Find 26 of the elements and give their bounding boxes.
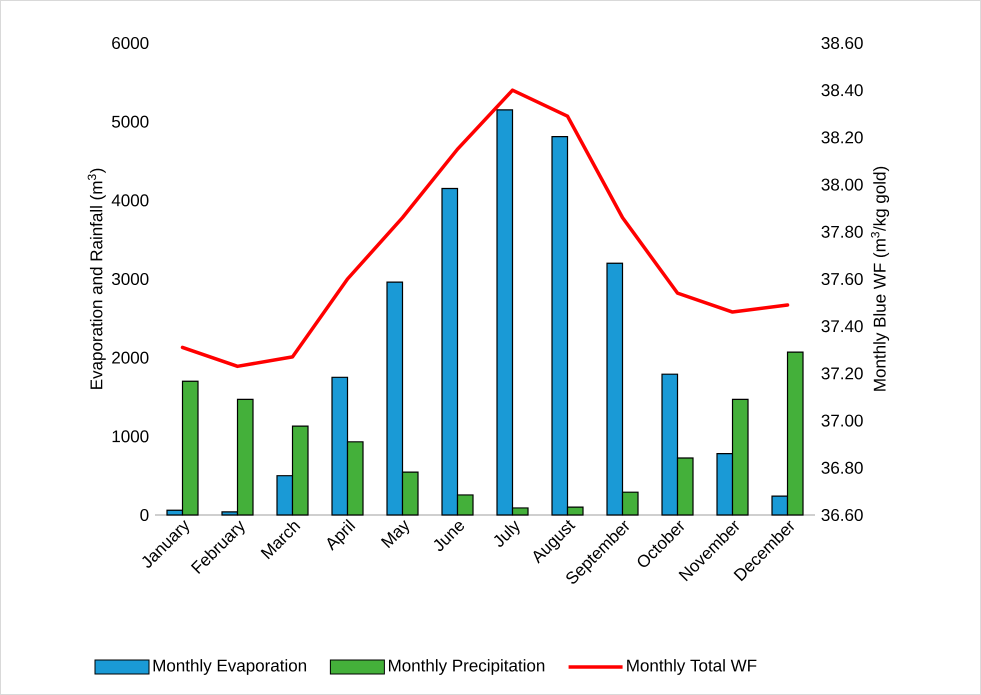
x-tick-label: May bbox=[380, 520, 410, 548]
y-tick-label: 2000 bbox=[112, 352, 148, 364]
legend-label: Monthly Evaporation bbox=[154, 659, 306, 675]
y-tick-label: 6000 bbox=[112, 36, 148, 50]
y-tick-label: 3000 bbox=[112, 272, 148, 286]
y-axis-title: Evaporation and Rainfall (m$^{3}$) bbox=[88, 168, 106, 389]
y2-axis-title: Monthly Blue WF (m$^{3}$/kg gold) bbox=[870, 166, 890, 391]
y2-tick-label: 37.60 bbox=[822, 272, 863, 286]
y-tick-label: 5000 bbox=[112, 116, 148, 128]
line-series bbox=[180, 88, 790, 368]
y2-tick-label: 36.60 bbox=[822, 508, 863, 522]
legend-label: Monthly Precipitation bbox=[388, 659, 544, 675]
x-tick-label: July bbox=[494, 520, 520, 547]
y-tick-label: 4000 bbox=[112, 194, 148, 206]
y-tick-label: 0 bbox=[140, 508, 148, 522]
legend-label: Monthly Total WF bbox=[627, 659, 756, 675]
y2-tick-label: 37.20 bbox=[822, 367, 863, 380]
y2-tick-label: 37.40 bbox=[822, 320, 863, 332]
y2-tick-label: 36.80 bbox=[822, 462, 863, 474]
y2-tick-label: 38.40 bbox=[822, 84, 863, 96]
y-tick-label: 1000 bbox=[112, 430, 148, 442]
y2-tick-label: 38.20 bbox=[822, 131, 863, 144]
y2-tick-label: 37.80 bbox=[822, 226, 863, 238]
y2-tick-label: 38.60 bbox=[822, 36, 863, 50]
y2-tick-label: 38.00 bbox=[822, 178, 863, 191]
y2-tick-label: 37.00 bbox=[822, 414, 863, 427]
